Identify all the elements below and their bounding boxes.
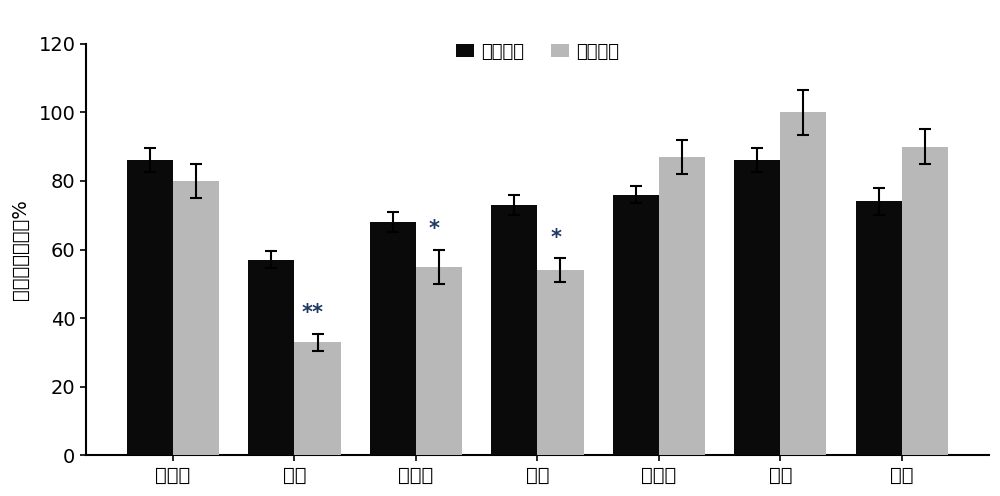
Legend: 高温处理, 恢复处理: 高温处理, 恢复处理 bbox=[448, 35, 626, 68]
Bar bbox=[416, 267, 462, 455]
Bar bbox=[173, 181, 219, 455]
Bar bbox=[780, 112, 826, 455]
Bar bbox=[294, 342, 341, 455]
Text: **: ** bbox=[302, 304, 324, 323]
Bar bbox=[734, 160, 780, 455]
Bar bbox=[537, 270, 584, 455]
Bar bbox=[902, 146, 948, 455]
Bar bbox=[491, 205, 537, 455]
Bar bbox=[370, 222, 416, 455]
Bar bbox=[856, 201, 902, 455]
Bar bbox=[613, 194, 659, 455]
Bar bbox=[127, 160, 173, 455]
Y-axis label: 幼槽下茎萎蔻率%: 幼槽下茎萎蔻率% bbox=[11, 199, 30, 300]
Bar bbox=[659, 157, 705, 455]
Text: *: * bbox=[429, 219, 440, 239]
Text: *: * bbox=[550, 228, 561, 248]
Bar bbox=[248, 260, 294, 455]
